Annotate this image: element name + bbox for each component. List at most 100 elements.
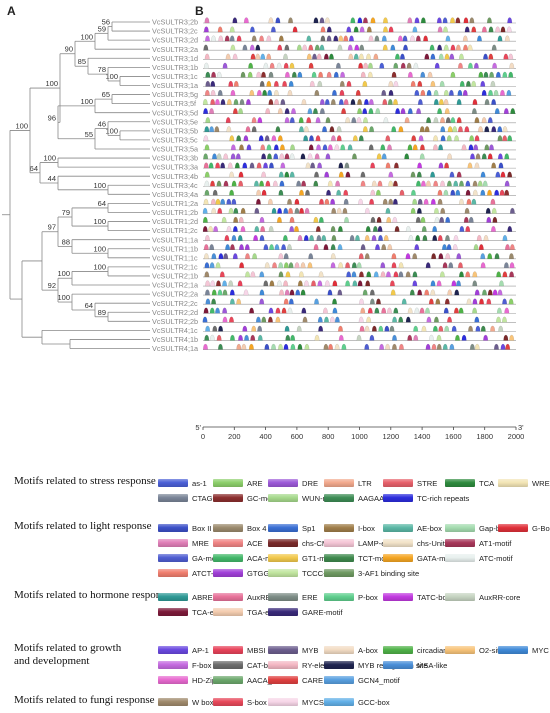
motif-marker [316,53,322,60]
legend-label: RY-element [302,660,342,670]
motif-marker [509,207,515,214]
legend-item: AuxRR-core [445,592,520,602]
motif-marker [269,62,275,69]
motif-marker [454,289,460,296]
motif-marker [452,244,458,250]
leaf-label: VcSULTR3;5f [152,99,197,108]
motif-marker [378,235,383,241]
motif-marker [278,271,284,278]
motif-marker [213,225,219,232]
motif-marker [205,117,211,123]
legend-item: CAT-box [213,660,276,670]
motif-marker [382,198,388,205]
legend-label: chs-Unit 1 m1 [417,538,464,548]
motif-marker [407,108,413,114]
legend-swatch [158,661,188,669]
motif-marker [259,271,265,278]
motif-marker [229,171,235,178]
motif-marker [322,307,328,314]
motif-marker [260,53,266,60]
motif-marker [263,62,269,69]
motif-marker [290,343,296,350]
motif-marker [503,334,509,341]
bootstrap-value: 100 [57,293,70,302]
legend-label: GT1-motif [302,553,336,563]
legend-swatch [324,646,354,654]
motif-marker [368,98,374,105]
motif-marker [502,271,508,278]
motif-marker [344,216,349,223]
motif-marker [209,334,215,341]
motif-marker [221,216,227,223]
motif-marker [320,35,326,42]
motif-marker [245,253,250,259]
motif-marker [442,17,448,24]
motif-marker [329,316,335,323]
motif-marker [233,98,239,105]
motif-marker [474,289,480,296]
motif-marker [279,144,285,151]
legend-swatch [158,569,188,577]
motif-marker [343,189,349,196]
motif-marker [254,225,260,232]
legend-item: AuxRE [213,592,271,602]
motif-marker [381,35,387,42]
legend-swatch [445,539,475,547]
motif-marker [469,17,475,24]
motif-marker [442,244,447,250]
motif-marker [503,53,509,60]
motif-marker [314,171,319,178]
motif-marker [306,117,312,123]
motif-marker [458,307,464,314]
bootstrap-value: 79 [62,208,70,217]
motif-marker [416,171,422,178]
motif-marker [370,162,376,169]
motif-marker [203,26,209,33]
motif-marker [416,207,422,214]
motif-marker [217,89,223,96]
motif-marker [316,144,322,151]
motif-marker [268,17,274,24]
motif-marker [408,235,414,241]
legend-item: ERE [268,592,318,602]
motif-marker [429,44,435,51]
legend-label: P-box [358,592,378,602]
motif-marker [296,44,302,51]
motif-marker [483,53,488,60]
motif-marker [446,135,452,142]
motif-marker [284,71,290,78]
bootstrap-value: 92 [48,281,56,290]
motif-marker [484,126,490,132]
motif-marker [398,316,404,323]
motif-marker [224,235,230,241]
legend-swatch [445,593,475,601]
motif-marker [279,289,285,296]
legend-item: Sp1 [268,523,316,533]
motif-marker [203,198,209,205]
legend-item: CTAG-motif [158,493,232,503]
bootstrap-value: 88 [62,237,70,246]
motif-marker [243,17,249,24]
motif-marker [223,253,229,259]
motif-marker [365,280,371,287]
motif-marker [325,117,331,123]
legend-section-title: Motifs related to light response [14,520,152,532]
motif-marker [254,180,259,187]
motif-marker [251,117,257,123]
motif-marker [455,189,461,196]
motif-marker [375,108,381,114]
legend-item: MYCS1 [268,697,328,707]
motif-marker [377,225,383,232]
motif-marker [226,98,232,105]
motif-marker [279,153,285,160]
motif-marker [472,280,478,287]
motif-marker [312,53,317,60]
motif-marker [495,26,501,33]
motif-marker [211,253,217,259]
motif-marker [245,98,251,105]
motif-marker [381,244,387,250]
motif-marker [250,271,256,278]
motif-marker [375,244,380,250]
motif-marker [436,343,442,350]
motif-marker [366,53,371,60]
